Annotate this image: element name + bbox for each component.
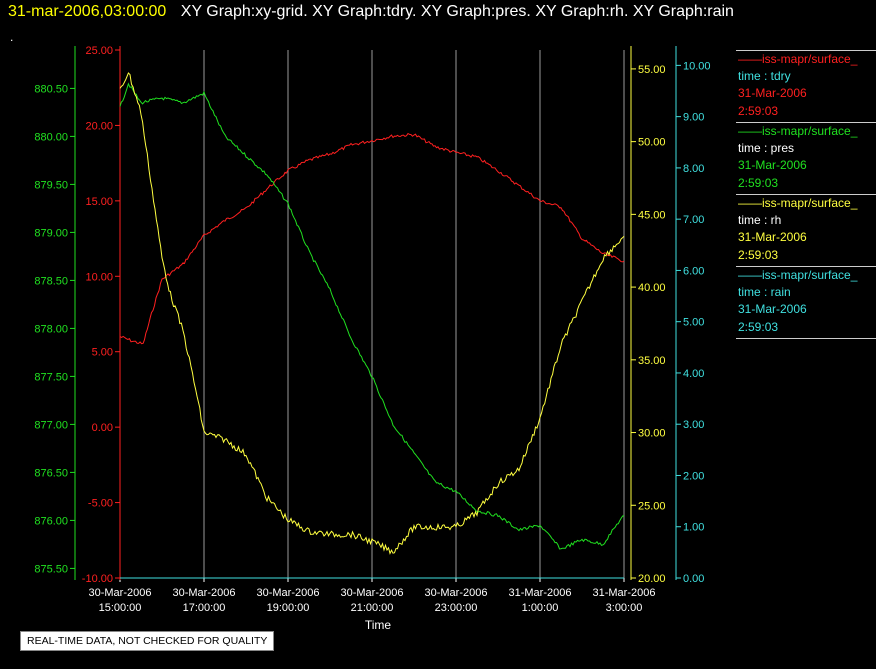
rain-tick-label: 3.00 (683, 419, 704, 431)
pres-tick-label: 880.00 (34, 131, 68, 143)
pres-tick-label: 879.50 (34, 179, 68, 191)
pres-tick-label: 876.00 (34, 515, 68, 527)
pres-tick-label: 877.50 (34, 371, 68, 383)
rain-tick-label: 5.00 (683, 317, 704, 329)
x-tick-date: 30-Mar-2006 (257, 587, 320, 599)
graph-header: 31-mar-2006,03:00:00 XY Graph:xy-grid. X… (8, 3, 734, 21)
tdry-tick-label: 10.00 (85, 271, 113, 283)
x-axis-label: Time (365, 618, 392, 632)
x-tick-time: 17:00:00 (183, 602, 226, 614)
legend-variable: time : tdry (738, 69, 791, 83)
tdry-tick-label: 0.00 (92, 422, 113, 434)
legend-variable: time : rain (738, 285, 791, 299)
rh-tick-label: 30.00 (638, 428, 666, 440)
x-tick-date: 30-Mar-2006 (341, 587, 404, 599)
legend-time: 2:59:03 (738, 104, 779, 118)
rh-tick-label: 25.00 (638, 500, 666, 512)
legend-variable: time : pres (738, 141, 795, 155)
pres-tick-label: 879.00 (34, 227, 68, 239)
x-tick-time: 21:00:00 (351, 602, 394, 614)
header-timestamp: 31-mar-2006,03:00:00 (8, 3, 167, 20)
rain-tick-label: 4.00 (683, 368, 704, 380)
header-dot: . (10, 30, 14, 44)
x-tick-time: 3:00:00 (606, 602, 643, 614)
rain-tick-label: 10.00 (683, 60, 711, 72)
rh-tick-label: 40.00 (638, 282, 666, 294)
header-graph-list: XY Graph:xy-grid. XY Graph:tdry. XY Grap… (180, 3, 734, 20)
rh-tick-label: 50.00 (638, 137, 666, 149)
x-tick-time: 23:00:00 (435, 602, 478, 614)
rain-tick-label: 7.00 (683, 214, 704, 226)
pres-tick-label: 878.00 (34, 323, 68, 335)
rh-tick-label: 35.00 (638, 355, 666, 367)
x-tick-date: 30-Mar-2006 (173, 587, 236, 599)
tdry-tick-label: -5.00 (88, 498, 113, 510)
legend-entry: ——iss-mapr/surface_time : rain 31-Mar-200… (736, 266, 876, 339)
tdry-tick-label: 20.00 (85, 120, 113, 132)
legend-name: ——iss-mapr/surface_ (738, 268, 858, 282)
chart-series (119, 72, 625, 579)
rain-tick-label: 8.00 (683, 163, 704, 175)
legend-entry: ——iss-mapr/surface_time : rh 31-Mar-2006 2… (736, 194, 876, 266)
tdry-tick-label: 5.00 (92, 347, 113, 359)
x-tick-date: 31-Mar-2006 (509, 587, 572, 599)
rh-tick-label: 55.00 (638, 64, 666, 76)
tdry-series-line (119, 132, 625, 345)
rh-series-line (119, 72, 625, 555)
legend-time: 2:59:03 (738, 176, 779, 190)
x-tick-date: 31-Mar-2006 (593, 587, 656, 599)
legend-date: 31-Mar-2006 (738, 158, 807, 172)
legend-name: ——iss-mapr/surface_ (738, 52, 858, 66)
pres-tick-label: 877.00 (34, 419, 68, 431)
rh-tick-label: 20.00 (638, 573, 666, 585)
legend-name: ——iss-mapr/surface_ (738, 196, 858, 210)
legend-time: 2:59:03 (738, 320, 779, 334)
legend: ——iss-mapr/surface_ time : tdry 31-Mar-200… (736, 50, 876, 339)
rh-tick-label: 45.00 (638, 209, 666, 221)
pres-tick-label: 880.50 (34, 83, 68, 95)
x-tick-date: 30-Mar-2006 (425, 587, 488, 599)
pres-tick-label: 878.50 (34, 275, 68, 287)
legend-entry: ——iss-mapr/surface_time : tdry 31-Mar-200… (736, 50, 876, 122)
tdry-tick-label: -10.00 (82, 573, 113, 585)
legend-variable: time : rh (738, 213, 782, 227)
rain-tick-label: 0.00 (683, 573, 704, 585)
x-tick-labels: 30-Mar-2006 15:00:00 30-Mar-2006 17:00:00 30… (89, 587, 656, 614)
legend-name: ——iss-mapr/surface_ (738, 124, 858, 138)
rain-tick-label: 2.00 (683, 470, 704, 482)
pres-tick-label: 875.50 (34, 563, 68, 575)
tdry-tick-label: 15.00 (85, 196, 113, 208)
legend-time: 2:59:03 (738, 248, 779, 262)
x-tick-date: 30-Mar-2006 (89, 587, 152, 599)
legend-date: 31-Mar-2006 (738, 230, 807, 244)
x-tick-time: 15:00:00 (99, 602, 142, 614)
tdry-tick-label: 25.00 (85, 45, 113, 57)
quality-disclaimer: REAL-TIME DATA, NOT CHECKED FOR QUALITY (20, 631, 275, 651)
x-tick-time: 1:00:00 (522, 602, 559, 614)
rain-tick-label: 9.00 (683, 112, 704, 124)
rain-tick-label: 6.00 (683, 265, 704, 277)
legend-date: 31-Mar-2006 (738, 302, 807, 316)
legend-date: 31-Mar-2006 (738, 86, 807, 100)
x-gridlines (119, 50, 625, 582)
pres-series-line (119, 82, 625, 550)
rain-tick-label: 1.00 (683, 522, 704, 534)
pres-tick-label: 876.50 (34, 467, 68, 479)
x-tick-time: 19:00:00 (267, 602, 310, 614)
legend-entry: ——iss-mapr/surface_time : pres 31-Mar-200… (736, 122, 876, 194)
